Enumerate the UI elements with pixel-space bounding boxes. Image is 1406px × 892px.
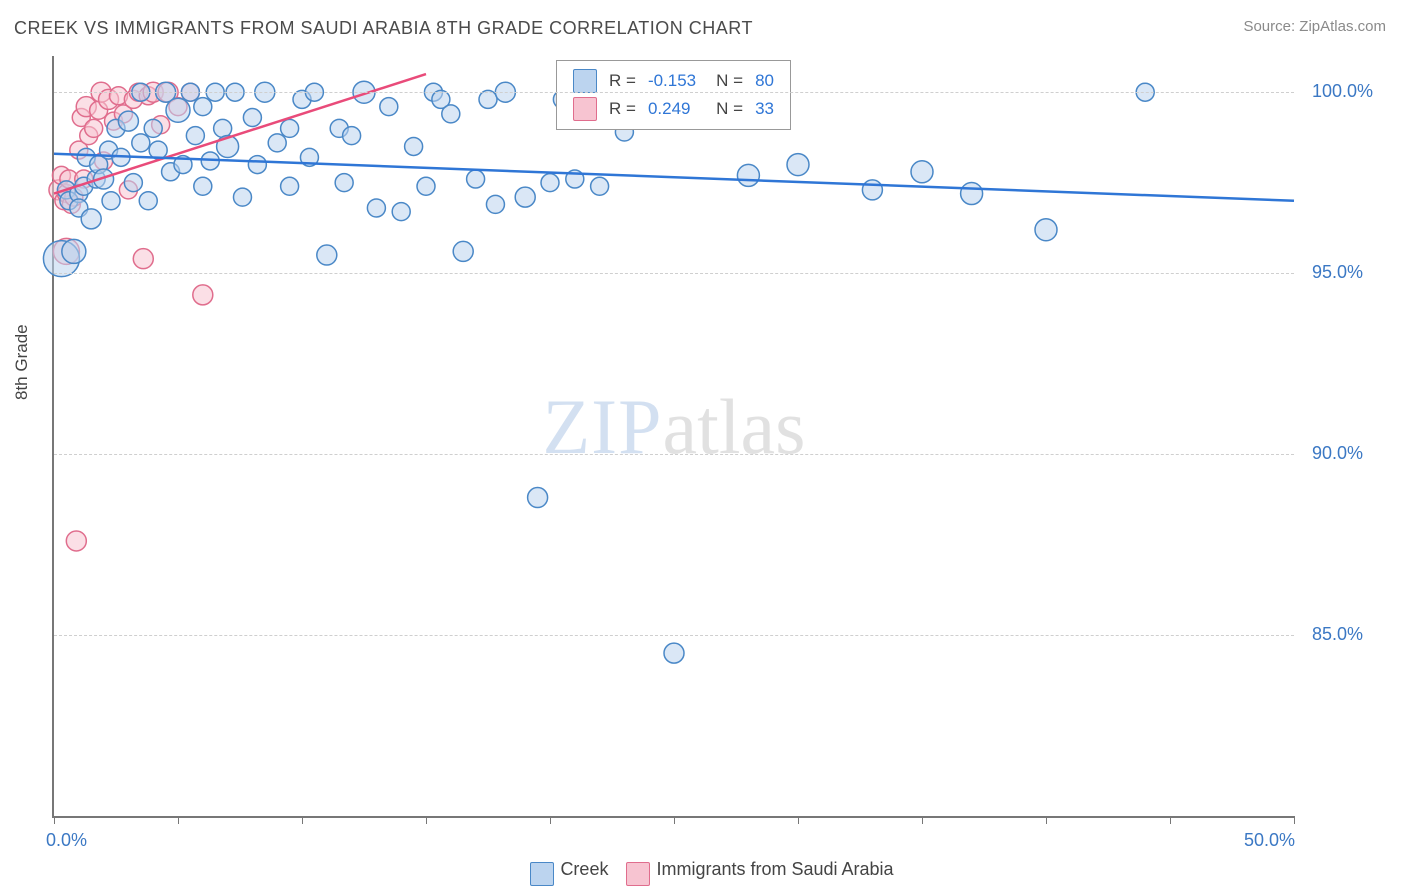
creek-point xyxy=(233,188,251,206)
y-tick-label: 85.0% xyxy=(1312,624,1363,645)
creek-point xyxy=(335,174,353,192)
creek-point xyxy=(664,643,684,663)
x-tick-label: 50.0% xyxy=(1244,830,1295,851)
stats-row: R =0.249N =33 xyxy=(567,95,780,123)
stats-n-label: N = xyxy=(702,95,749,123)
creek-point xyxy=(405,137,423,155)
x-tick-label: 0.0% xyxy=(46,830,87,851)
saudi-point xyxy=(133,249,153,269)
stats-r-value: 0.249 xyxy=(642,95,702,123)
saudi-point xyxy=(85,119,103,137)
bottom-legend: Creek Immigrants from Saudi Arabia xyxy=(0,858,1406,882)
x-tick xyxy=(1170,816,1171,824)
legend-swatch xyxy=(530,862,554,886)
creek-point xyxy=(453,241,473,261)
creek-point xyxy=(911,161,933,183)
creek-point xyxy=(515,187,535,207)
legend-swatch xyxy=(573,97,597,121)
stats-n-label: N = xyxy=(702,67,749,95)
legend-label: Creek xyxy=(560,859,608,879)
stats-r-label: R = xyxy=(603,67,642,95)
x-tick xyxy=(54,816,55,824)
x-tick xyxy=(426,816,427,824)
creek-point xyxy=(186,127,204,145)
plot-area: ZIPatlas R =-0.153N =80R =0.249N =33 85.… xyxy=(52,56,1294,818)
stats-row: R =-0.153N =80 xyxy=(567,67,780,95)
x-tick xyxy=(674,816,675,824)
creek-point xyxy=(124,174,142,192)
x-tick xyxy=(178,816,179,824)
chart-title: CREEK VS IMMIGRANTS FROM SAUDI ARABIA 8T… xyxy=(14,18,753,39)
creek-point xyxy=(591,177,609,195)
legend-swatch xyxy=(626,862,650,886)
x-tick xyxy=(922,816,923,824)
stats-n-value: 80 xyxy=(749,67,780,95)
creek-point xyxy=(194,177,212,195)
x-tick xyxy=(798,816,799,824)
creek-point xyxy=(81,209,101,229)
creek-point xyxy=(380,98,398,116)
creek-point xyxy=(166,98,190,122)
source-label: Source: ZipAtlas.com xyxy=(1243,18,1386,35)
stats-legend-box: R =-0.153N =80R =0.249N =33 xyxy=(556,60,791,130)
gridline xyxy=(54,92,1294,93)
creek-point xyxy=(737,164,759,186)
creek-point xyxy=(132,134,150,152)
creek-point xyxy=(268,134,286,152)
legend-label: Immigrants from Saudi Arabia xyxy=(656,859,893,879)
creek-point xyxy=(1035,219,1057,241)
creek-point xyxy=(139,192,157,210)
creek-point xyxy=(243,109,261,127)
creek-point xyxy=(961,183,983,205)
y-axis-label: 8th Grade xyxy=(12,324,32,400)
x-tick xyxy=(1046,816,1047,824)
creek-point xyxy=(102,192,120,210)
creek-point xyxy=(442,105,460,123)
x-tick xyxy=(550,816,551,824)
creek-point xyxy=(343,127,361,145)
saudi-point xyxy=(193,285,213,305)
creek-point xyxy=(194,98,212,116)
y-tick-label: 90.0% xyxy=(1312,443,1363,464)
stats-r-value: -0.153 xyxy=(642,67,702,95)
creek-point xyxy=(467,170,485,188)
scatter-svg xyxy=(54,56,1294,816)
creek-point xyxy=(281,177,299,195)
creek-point xyxy=(486,195,504,213)
creek-point xyxy=(317,245,337,265)
y-tick-label: 100.0% xyxy=(1312,81,1373,102)
stats-r-label: R = xyxy=(603,95,642,123)
creek-point xyxy=(392,203,410,221)
creek-point xyxy=(367,199,385,217)
creek-point xyxy=(862,180,882,200)
gridline xyxy=(54,635,1294,636)
creek-point xyxy=(214,119,232,137)
creek-point xyxy=(248,156,266,174)
gridline xyxy=(54,273,1294,274)
stats-n-value: 33 xyxy=(749,95,780,123)
x-tick xyxy=(1294,816,1295,824)
creek-point xyxy=(144,119,162,137)
y-tick-label: 95.0% xyxy=(1312,262,1363,283)
creek-point xyxy=(62,239,86,263)
creek-point xyxy=(417,177,435,195)
creek-point xyxy=(528,488,548,508)
creek-point xyxy=(118,111,138,131)
x-tick xyxy=(302,816,303,824)
creek-point xyxy=(541,174,559,192)
legend-swatch xyxy=(573,69,597,93)
creek-point xyxy=(787,154,809,176)
gridline xyxy=(54,454,1294,455)
creek-point xyxy=(281,119,299,137)
saudi-point xyxy=(66,531,86,551)
